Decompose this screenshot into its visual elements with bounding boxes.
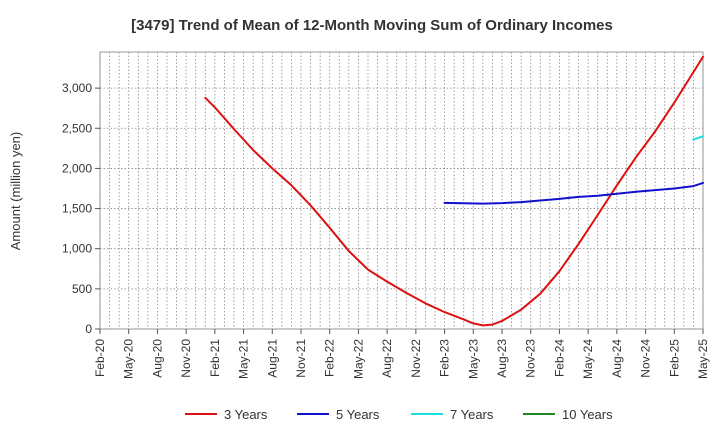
x-tick-label: Feb-25 bbox=[667, 339, 681, 377]
x-tick-label: Nov-21 bbox=[294, 339, 308, 378]
legend-label-10-years: 10 Years bbox=[562, 407, 613, 422]
x-tick-label: Feb-23 bbox=[438, 339, 452, 377]
chart-title: [3479] Trend of Mean of 12-Month Moving … bbox=[131, 17, 613, 34]
x-tick-label: Feb-21 bbox=[208, 339, 222, 377]
x-tick-label: May-24 bbox=[581, 339, 595, 379]
series-line-3-years bbox=[204, 55, 704, 327]
x-tick-label: Nov-24 bbox=[639, 339, 653, 378]
x-tick-label: May-25 bbox=[696, 339, 710, 379]
x-tick-label: Feb-22 bbox=[323, 339, 337, 377]
legend-label-7-years: 7 Years bbox=[450, 407, 494, 422]
x-tick-label: Feb-20 bbox=[93, 339, 107, 377]
x-tick-label: Feb-24 bbox=[552, 339, 566, 377]
y-tick-label: 0 bbox=[85, 322, 92, 336]
x-tick-label: Nov-22 bbox=[409, 339, 423, 378]
y-tick-label: 500 bbox=[72, 282, 92, 296]
legend: 3 Years 5 Years 7 Years 10 Years bbox=[185, 407, 613, 422]
y-tick-label: 1,500 bbox=[62, 202, 92, 216]
x-tick-label: May-23 bbox=[466, 339, 480, 379]
series-lines bbox=[204, 55, 704, 327]
legend-label-5-years: 5 Years bbox=[336, 407, 380, 422]
y-tick-label: 1,000 bbox=[62, 242, 92, 256]
x-tick-label: Aug-24 bbox=[610, 339, 624, 378]
y-tick-label: 2,500 bbox=[62, 121, 92, 135]
y-tick-label: 2,000 bbox=[62, 161, 92, 175]
x-tick-label: Aug-22 bbox=[380, 339, 394, 378]
x-tick-label: Nov-23 bbox=[524, 339, 538, 378]
grid bbox=[99, 52, 704, 330]
x-tick-label: May-20 bbox=[122, 339, 136, 379]
x-tick-label: May-21 bbox=[237, 339, 251, 379]
series-line-7-years bbox=[692, 135, 704, 141]
y-axis-label: Amount (million yen) bbox=[8, 132, 23, 251]
y-axis: 0 500 1,000 1,500 2,000 2,500 3,000 bbox=[62, 81, 100, 336]
x-tick-label: May-22 bbox=[351, 339, 365, 379]
x-tick-label: Aug-23 bbox=[495, 339, 509, 378]
x-axis: Feb-20 May-20 Aug-20 Nov-20 Feb-21 May-21 Aug-… bbox=[93, 329, 710, 379]
series-line-5-years bbox=[443, 181, 704, 205]
x-tick-label: Nov-20 bbox=[179, 339, 193, 378]
legend-label-3-years: 3 Years bbox=[224, 407, 268, 422]
y-tick-label: 3,000 bbox=[62, 81, 92, 95]
x-tick-label: Aug-21 bbox=[265, 339, 279, 378]
plot-area bbox=[99, 51, 704, 330]
x-tick-label: Aug-20 bbox=[150, 339, 164, 378]
